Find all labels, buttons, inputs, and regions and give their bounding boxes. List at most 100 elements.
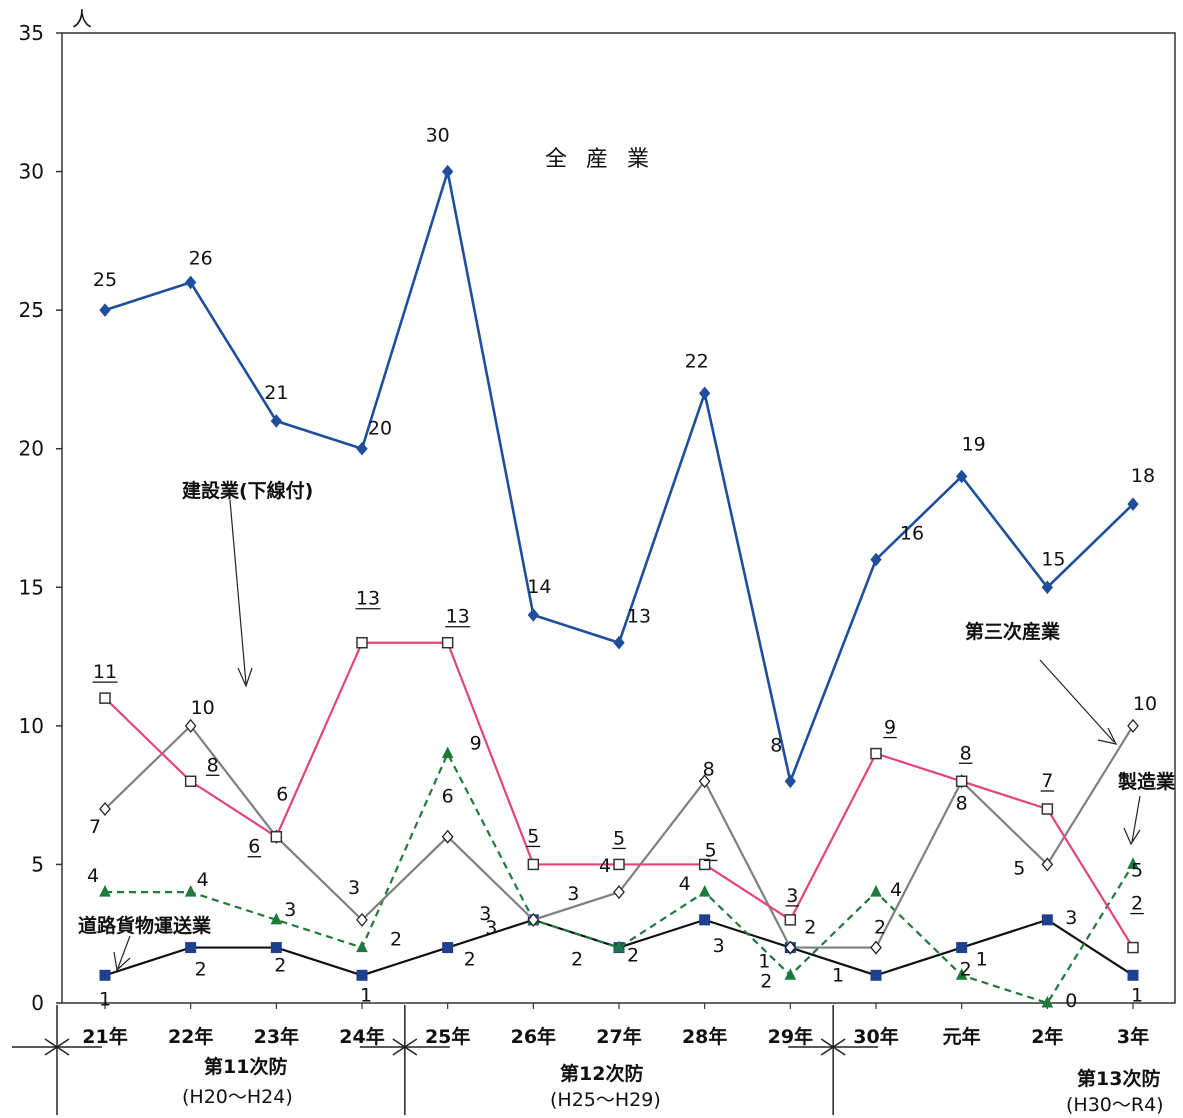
y-tick-label: 5 xyxy=(31,852,44,876)
x-tick-label: 元年 xyxy=(943,1025,981,1048)
data-label: 1 xyxy=(832,964,844,986)
data-label: 15 xyxy=(1041,548,1065,570)
point xyxy=(185,942,197,954)
annotation-arrow-seizo xyxy=(1131,795,1141,843)
y-tick-label: 20 xyxy=(19,437,44,461)
data-label: 2 xyxy=(1131,893,1143,915)
data-label: 16 xyxy=(900,523,924,545)
y-tick-label: 35 xyxy=(19,21,44,45)
y-tick-label: 0 xyxy=(31,991,44,1015)
data-label: 2 xyxy=(760,971,772,993)
data-label: 18 xyxy=(1131,465,1155,487)
point xyxy=(442,164,454,179)
point xyxy=(613,885,625,900)
series-3 xyxy=(99,746,1139,1008)
period-13-range: (H30～R4) xyxy=(1066,1094,1164,1116)
data-label: 1 xyxy=(360,984,372,1006)
data-label: 30 xyxy=(426,125,450,147)
annotation-sanji: 第三次産業 xyxy=(965,620,1061,643)
y-axis-unit: 人 xyxy=(72,7,92,31)
point xyxy=(99,303,111,317)
point xyxy=(99,801,111,817)
point xyxy=(1127,718,1139,733)
point xyxy=(870,885,882,897)
data-label: 22 xyxy=(685,350,709,372)
data-label: 3 xyxy=(567,883,579,905)
data-label: 3 xyxy=(479,903,491,925)
data-label: 2 xyxy=(195,959,207,981)
point xyxy=(184,885,197,897)
x-tick-label: 28年 xyxy=(682,1025,727,1048)
point xyxy=(356,969,368,981)
data-label: 14 xyxy=(527,576,551,598)
point xyxy=(955,968,968,980)
x-tick-label: 22年 xyxy=(168,1025,213,1048)
point xyxy=(99,885,111,897)
period-arrow-head xyxy=(55,1038,70,1056)
data-label: 4 xyxy=(87,865,99,887)
data-label: 5 xyxy=(1013,857,1025,879)
data-label: 2 xyxy=(627,945,639,967)
data-label: 7 xyxy=(89,816,101,838)
data-label: 0 xyxy=(1065,990,1077,1012)
data-label: 3 xyxy=(713,935,725,957)
data-label: 7 xyxy=(1041,770,1053,792)
data-label: 1 xyxy=(758,950,770,972)
point xyxy=(699,386,711,401)
point xyxy=(870,747,882,760)
x-tick-label: 2年 xyxy=(1031,1025,1063,1048)
data-label: 8 xyxy=(960,742,972,764)
annotation-arrow-kensetsu xyxy=(229,499,247,685)
data-label: 1 xyxy=(99,988,111,1010)
x-tick-label: 30年 xyxy=(853,1025,898,1048)
series-1 xyxy=(99,636,1139,954)
point xyxy=(1041,580,1053,595)
point xyxy=(270,830,283,843)
point xyxy=(784,914,797,926)
arrow-head xyxy=(1123,827,1141,846)
point xyxy=(698,858,711,871)
period-11-label: 第11次防 xyxy=(204,1055,287,1078)
point xyxy=(527,912,540,927)
x-tick-label: 3年 xyxy=(1117,1025,1149,1048)
point xyxy=(698,774,711,789)
plot-area xyxy=(61,32,1176,1004)
annotation-doro: 道路貨物運送業 xyxy=(78,914,212,937)
period-arrow-head xyxy=(831,1038,846,1056)
point xyxy=(1041,857,1054,872)
data-label: 3 xyxy=(1065,907,1077,929)
point xyxy=(356,636,368,649)
annotation-arrow-doro xyxy=(117,935,131,969)
point xyxy=(270,414,282,428)
data-label: 9 xyxy=(470,733,482,755)
x-tick-label: 24年 xyxy=(339,1025,384,1048)
point xyxy=(356,912,368,927)
point xyxy=(356,441,368,456)
point xyxy=(784,774,796,789)
point xyxy=(270,912,283,925)
data-label: 5 xyxy=(613,827,625,849)
point xyxy=(184,718,197,733)
point xyxy=(956,469,968,484)
data-label: 13 xyxy=(627,606,651,628)
point xyxy=(441,636,454,649)
data-label: 2 xyxy=(464,949,476,971)
data-label: 6 xyxy=(248,836,260,858)
point xyxy=(1041,803,1054,815)
data-label: 13 xyxy=(446,606,470,628)
data-label: 2 xyxy=(960,959,972,981)
point xyxy=(956,942,968,954)
point xyxy=(1127,969,1139,981)
data-label: 8 xyxy=(703,758,715,780)
point xyxy=(1041,914,1053,926)
data-label: 9 xyxy=(884,717,896,739)
series-layer xyxy=(99,164,1139,1008)
data-label: 26 xyxy=(189,247,213,269)
point xyxy=(955,775,968,788)
data-label: 2 xyxy=(390,929,402,951)
annotation-kensetsu: 建設業(下線付) xyxy=(182,479,313,502)
period-12-range: (H25～H29) xyxy=(550,1089,661,1111)
data-label: 2 xyxy=(274,955,286,977)
